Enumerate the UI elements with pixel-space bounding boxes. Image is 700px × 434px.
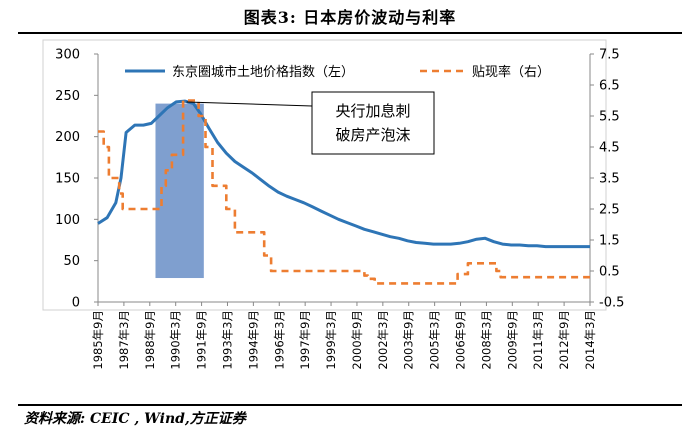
x-tick-label: 1985年9月 xyxy=(91,310,105,370)
right-tick-label: 3.5 xyxy=(599,172,620,187)
x-tick-label: 1994年9月 xyxy=(246,310,260,370)
right-tick-label: 2.5 xyxy=(599,203,620,218)
left-tick-label: 50 xyxy=(63,254,80,269)
x-tick-label: 2002年3月 xyxy=(376,310,390,370)
legend-label-discount-rate: 贴现率（右） xyxy=(472,64,550,80)
discount-rate-line xyxy=(98,99,590,285)
source-rule xyxy=(18,404,682,406)
left-tick-label: 250 xyxy=(55,89,80,104)
left-tick-label: 0 xyxy=(72,296,80,311)
right-tick-label: 6.5 xyxy=(599,79,620,94)
right-tick-label: 5.5 xyxy=(599,110,620,125)
left-tick-label: 100 xyxy=(55,213,80,228)
x-tick-label: 2011年3月 xyxy=(531,310,545,370)
right-tick-label: -0.5 xyxy=(599,296,624,311)
land-index-line xyxy=(97,99,590,249)
x-tick-label: 1999年3月 xyxy=(324,310,338,370)
left-tick-label: 200 xyxy=(55,130,80,145)
x-tick-label: 2009年9月 xyxy=(505,310,519,370)
x-tick-label: 1996年3月 xyxy=(272,310,286,370)
x-tick-label: 1990年3月 xyxy=(169,310,183,370)
x-tick-label: 2005年3月 xyxy=(428,310,442,370)
figure-title: 图表3: 日本房价波动与利率 xyxy=(243,8,457,27)
x-tick-label: 1991年9月 xyxy=(195,310,209,370)
left-tick-label: 150 xyxy=(55,172,80,187)
right-tick-label: 1.5 xyxy=(599,234,620,249)
annotation-leader-line xyxy=(186,101,313,107)
source-note: 资料来源: CEIC , Wind,方正证券 xyxy=(24,411,246,427)
x-tick-label: 1988年9月 xyxy=(143,310,157,370)
left-tick-label: 300 xyxy=(55,48,80,63)
x-tick-label: 1993年3月 xyxy=(220,310,234,370)
x-tick-label: 1987年3月 xyxy=(117,310,131,370)
annotation-box xyxy=(311,91,435,155)
annotation-text-line: 央行加息刺 xyxy=(335,102,410,120)
right-tick-label: 7.5 xyxy=(599,48,620,63)
x-tick-label: 2008年3月 xyxy=(479,310,493,370)
highlight-band xyxy=(155,103,204,279)
x-tick-label: 1997年9月 xyxy=(298,310,312,370)
x-tick-label: 2012年9月 xyxy=(557,310,571,370)
x-tick-label: 2003年9月 xyxy=(402,310,416,370)
chart-area-border xyxy=(42,39,607,311)
x-tick-label: 2000年9月 xyxy=(350,310,364,370)
legend-label-land-index: 东京圈城市土地价格指数（左） xyxy=(172,64,354,80)
title-rule xyxy=(18,32,682,34)
x-tick-label: 2006年9月 xyxy=(454,310,468,370)
annotation-text-line: 破房产泡沫 xyxy=(335,126,410,144)
right-tick-label: 4.5 xyxy=(599,141,620,156)
right-tick-label: 0.5 xyxy=(599,265,620,280)
x-tick-label: 2014年3月 xyxy=(583,310,597,370)
